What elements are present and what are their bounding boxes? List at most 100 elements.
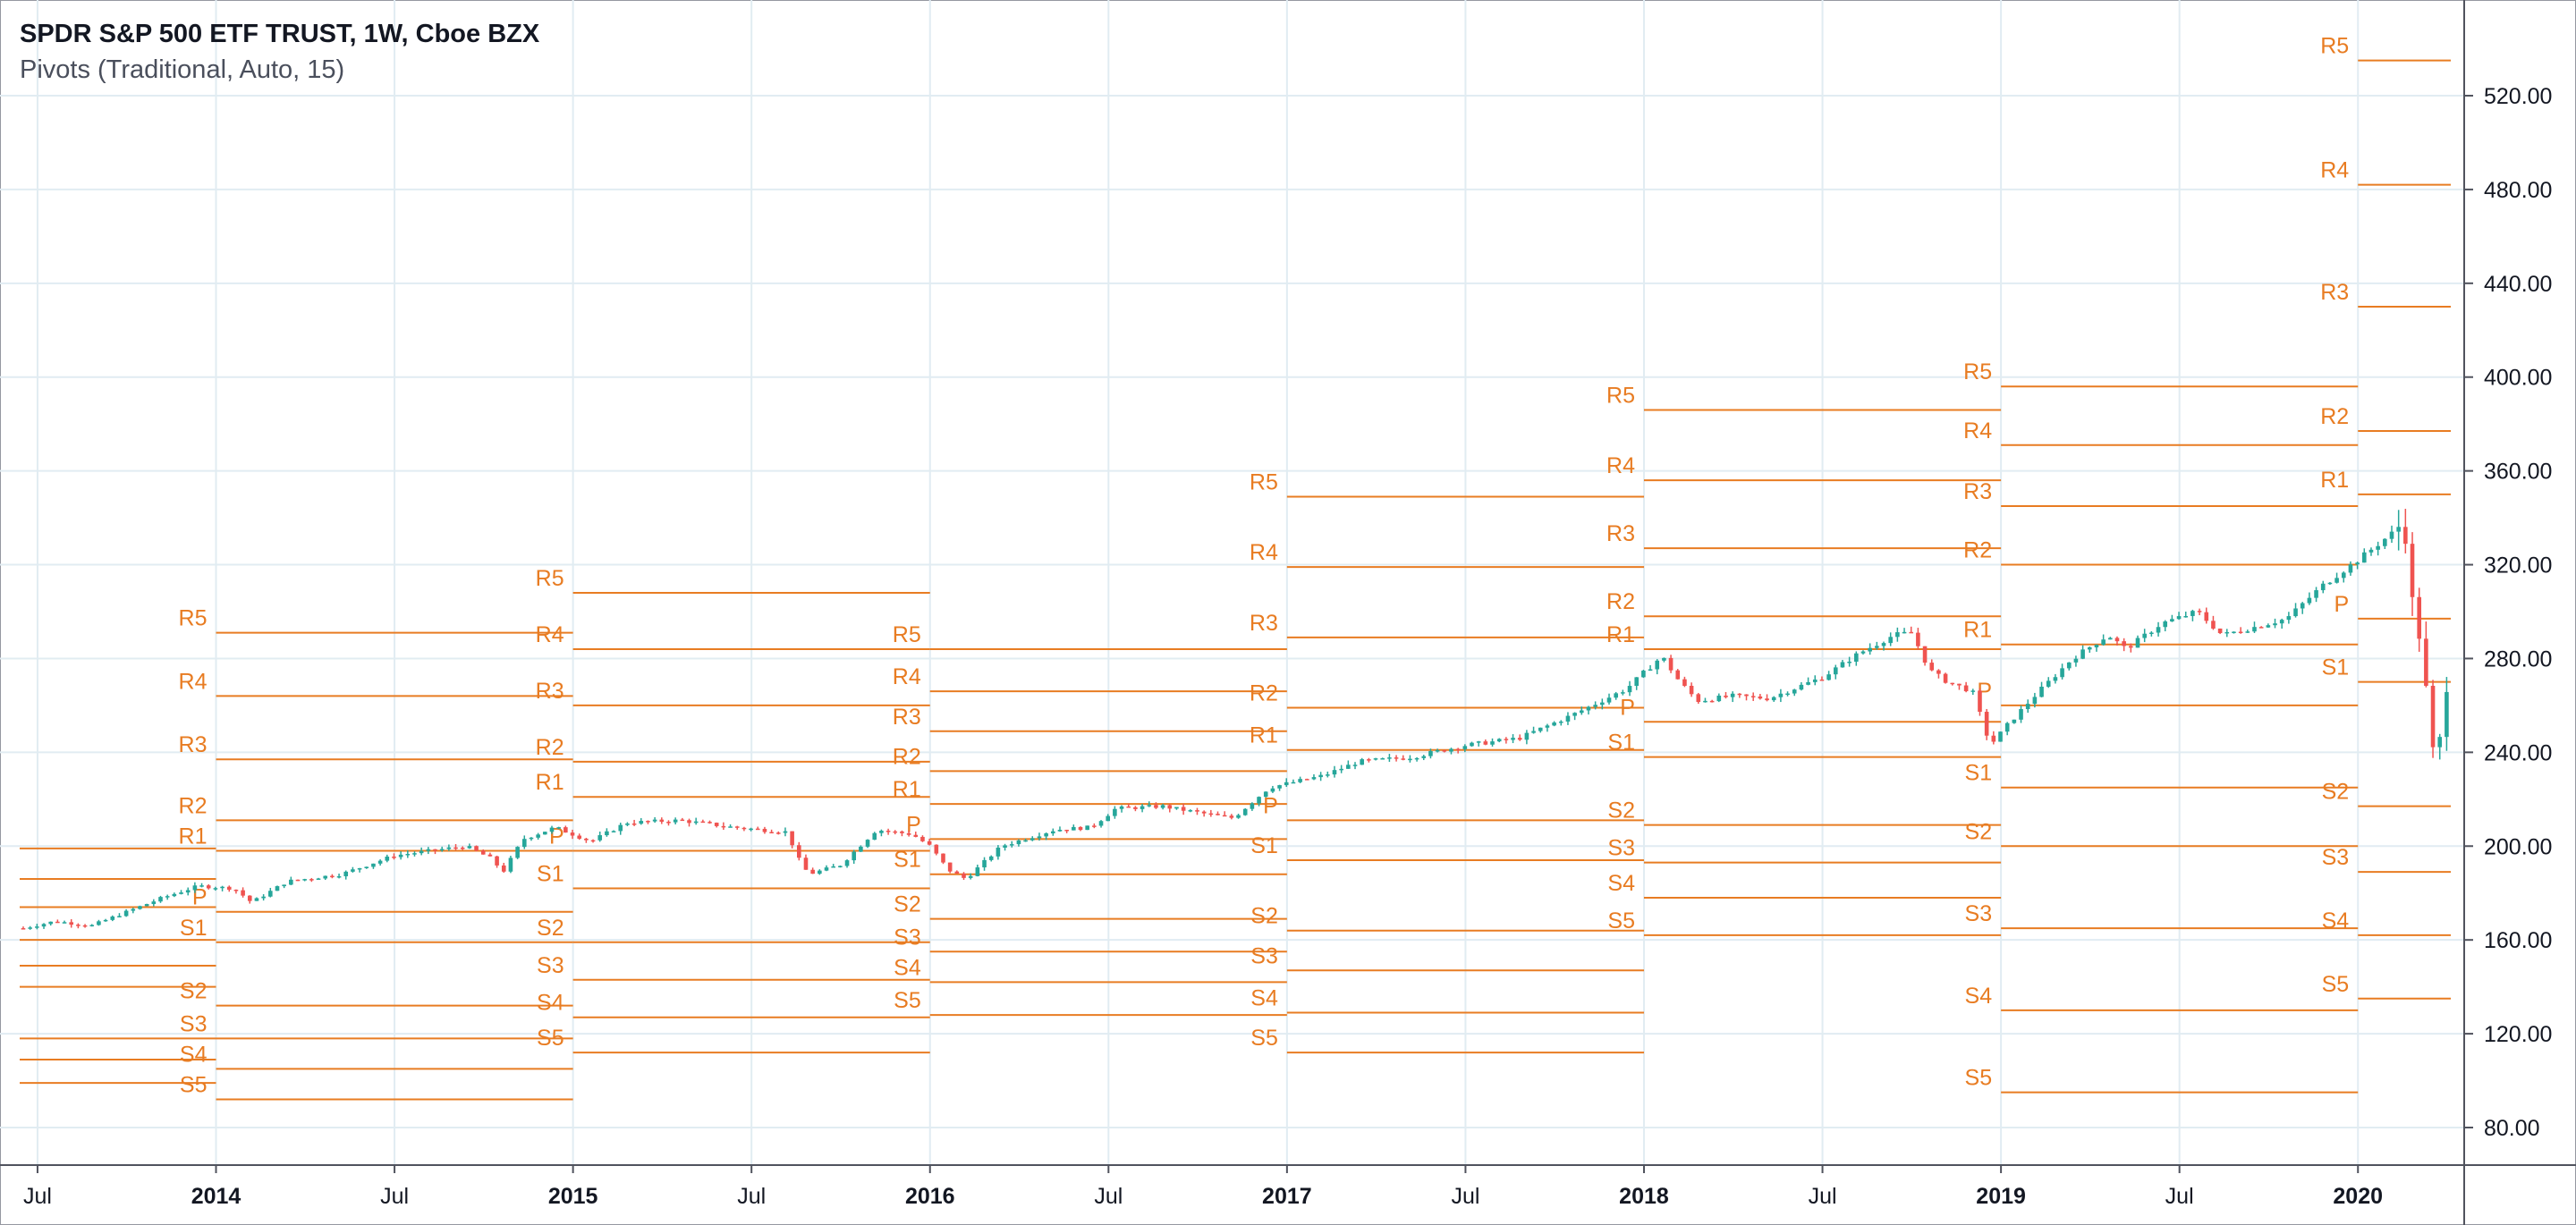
pivot-label-p: P — [1620, 695, 1635, 720]
candle-up — [1565, 715, 1571, 722]
candle-up — [1888, 637, 1893, 644]
candle-down — [577, 835, 581, 839]
candle-down — [1154, 805, 1158, 808]
candle-down — [687, 820, 691, 824]
pivot-label-r5: R5 — [893, 622, 921, 647]
candle-up — [975, 867, 980, 876]
candle-up — [2073, 658, 2079, 663]
candle-up — [543, 832, 547, 835]
candle-up — [2320, 583, 2326, 591]
candle-down — [900, 831, 904, 833]
candle-down — [1167, 805, 1173, 809]
candle-up — [1160, 805, 1165, 808]
candle-up — [1106, 815, 1111, 822]
pivot-label-r4: R4 — [2320, 158, 2349, 183]
candle-down — [69, 922, 74, 925]
candle-down — [708, 822, 712, 824]
candle-down — [2211, 621, 2216, 629]
x-tick-label: 2020 — [2333, 1184, 2383, 1209]
candle-up — [131, 908, 136, 911]
candle-up — [103, 919, 108, 922]
candle-down — [247, 895, 252, 901]
candle-up — [254, 898, 259, 901]
candle-down — [82, 925, 88, 927]
candle-up — [261, 896, 266, 899]
candle-up — [343, 871, 349, 876]
candle-down — [659, 819, 665, 823]
candle-up — [844, 860, 850, 866]
candle-down — [1201, 811, 1207, 814]
candle-up — [1291, 781, 1296, 784]
candle-down — [1909, 631, 1914, 634]
candle-up — [199, 885, 204, 887]
candle-down — [1978, 690, 1982, 713]
candle-up — [1339, 768, 1343, 771]
candle-up — [89, 925, 95, 926]
candle-down — [1929, 663, 1935, 671]
pivot-label-r1: R1 — [1606, 622, 1635, 647]
pivot-label-r4: R4 — [179, 669, 208, 694]
pivot-label-r2: R2 — [2320, 404, 2349, 429]
candle-down — [1943, 673, 1948, 683]
candle-up — [1771, 697, 1776, 701]
candle-up — [2101, 639, 2106, 646]
candle-up — [412, 853, 417, 855]
pivot-label-s5: S5 — [1250, 1026, 1278, 1051]
x-tick-label: Jul — [23, 1184, 52, 1209]
candle-down — [2114, 638, 2120, 642]
pivot-label-r4: R4 — [1606, 453, 1635, 478]
candle-down — [1744, 694, 1749, 697]
candle-up — [1470, 742, 1474, 747]
candle-up — [529, 837, 534, 840]
candle-up — [1462, 746, 1468, 749]
candle-up — [639, 821, 644, 824]
candle-up — [1380, 757, 1385, 760]
candles — [21, 509, 2449, 930]
candle-up — [838, 866, 843, 867]
candle-up — [1847, 661, 1852, 663]
candle-down — [1984, 712, 1989, 736]
y-tick-label: 360.00 — [2484, 460, 2552, 485]
pivot-label-r4: R4 — [1250, 540, 1278, 565]
x-tick-label: 2017 — [1262, 1184, 1312, 1209]
x-tick-label: Jul — [1451, 1184, 1479, 1209]
candle-up — [28, 927, 32, 929]
pivot-label-r3: R3 — [1963, 479, 1992, 504]
symbol-title[interactable]: SPDR S&P 500 ETF TRUST, 1W, Cboe BZX — [20, 20, 540, 48]
candle-up — [1799, 684, 1804, 690]
x-tick-label: 2014 — [191, 1184, 242, 1209]
candle-up — [1792, 689, 1797, 694]
candle-down — [893, 831, 898, 833]
candle-up — [405, 853, 411, 856]
candle-down — [2403, 527, 2408, 545]
candle-up — [123, 910, 129, 917]
candle-up — [536, 834, 540, 838]
candle-down — [2258, 627, 2264, 629]
pivot-label-s2: S2 — [180, 979, 208, 1004]
y-tick-label: 280.00 — [2484, 646, 2552, 672]
candle-down — [1133, 807, 1138, 809]
candle-up — [2019, 709, 2023, 720]
indicator-label[interactable]: Pivots (Traditional, Auto, 15) — [20, 55, 345, 84]
candle-up — [2046, 680, 2051, 687]
candle-up — [2012, 719, 2017, 723]
candle-up — [419, 850, 424, 854]
candle-up — [625, 823, 630, 825]
candle-up — [172, 893, 177, 897]
candle-up — [1868, 647, 1872, 652]
candle-up — [597, 835, 603, 841]
candle-up — [110, 917, 115, 920]
candle-up — [2025, 704, 2030, 710]
pivot-label-r4: R4 — [1963, 418, 1992, 444]
candle-down — [1442, 750, 1447, 752]
pivot-label-p: P — [2334, 592, 2350, 617]
grid — [0, 0, 2464, 1165]
candle-up — [831, 866, 835, 868]
pivot-label-s1: S1 — [1965, 761, 1993, 786]
candle-up — [1298, 779, 1302, 782]
candle-down — [1367, 759, 1371, 761]
candle-down — [646, 821, 650, 823]
candle-up — [282, 884, 286, 887]
candle-up — [371, 863, 376, 867]
